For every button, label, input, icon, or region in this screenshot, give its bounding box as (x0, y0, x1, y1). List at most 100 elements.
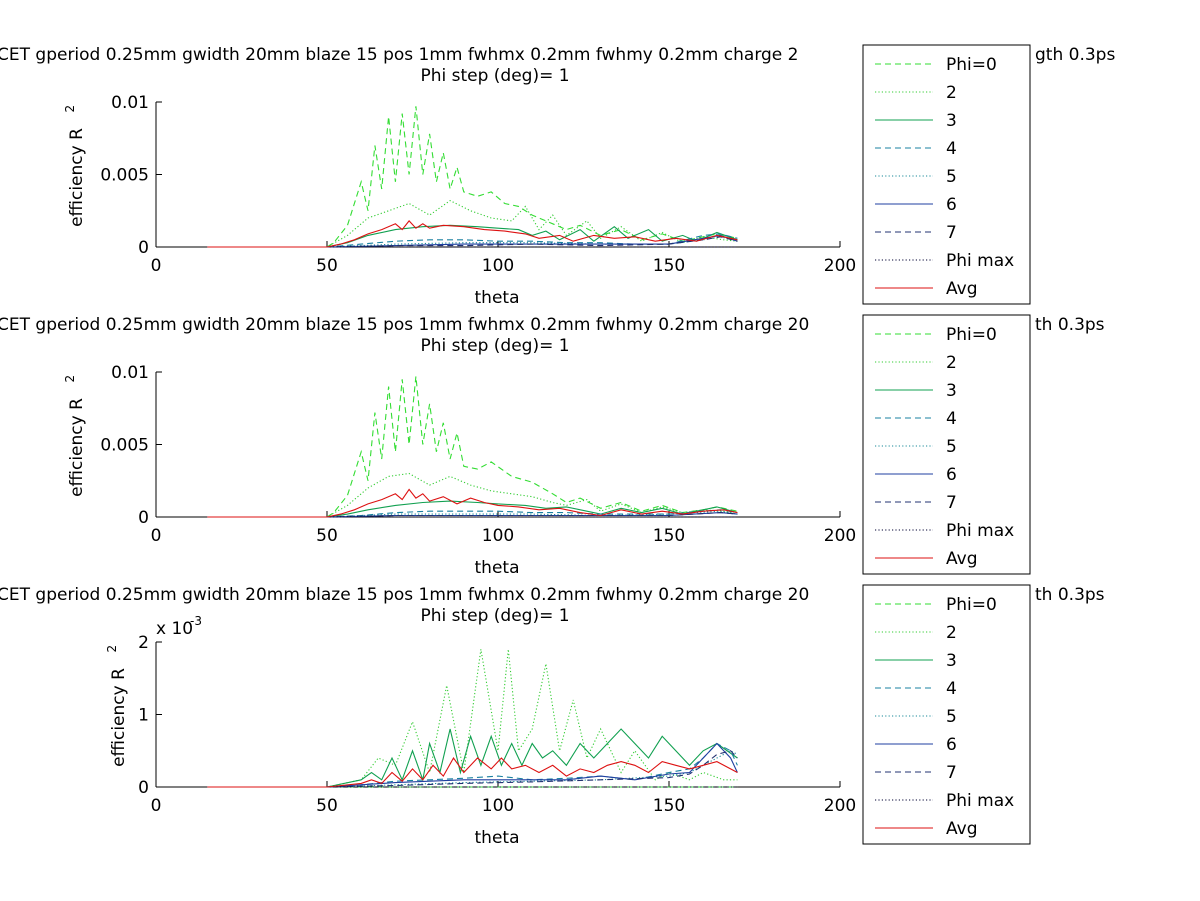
subplot-2: 0 50 100 150 200 0 0.005 0.01 theta efficiency R 2… (0, 314, 1105, 578)
legend-entry: 4 (946, 409, 957, 429)
legend-entry: Avg (946, 279, 978, 299)
legend-entry: 7 (946, 223, 957, 243)
series-line-avg (207, 756, 738, 788)
y-tick-label: 0.01 (111, 93, 149, 113)
series-line-6 (207, 742, 738, 788)
legend-entry: 6 (946, 735, 957, 755)
series-line-7 (207, 236, 738, 248)
legend-entry: 4 (946, 679, 957, 699)
y-tick-label: 0.005 (100, 166, 149, 186)
plot-subtitle: Phi step (deg)= 1 (420, 66, 569, 86)
series-line-5 (207, 236, 738, 248)
x-tick-label: 150 (653, 526, 685, 546)
y-tick-label: 0 (138, 508, 149, 528)
plot-title-tail: th 0.3ps (1035, 585, 1105, 605)
plot-subtitle: Phi step (deg)= 1 (420, 606, 569, 626)
series-line-7 (207, 750, 738, 788)
x-tick-label: 0 (151, 526, 162, 546)
series-line-3 (207, 728, 738, 788)
series-line-avg (207, 220, 738, 248)
legend: Phi=0 2 3 4 5 6 7 Phi max Avg (862, 44, 1031, 305)
series-line-2 (207, 649, 738, 788)
y-tick-label: 0.01 (111, 363, 149, 383)
legend-box (862, 584, 1031, 845)
y-axis-label-sup: 2 (105, 645, 119, 653)
y-tick-label: 0 (138, 778, 149, 798)
series-group (207, 649, 738, 788)
series-line-4 (207, 509, 738, 518)
x-tick-label: 50 (316, 526, 338, 546)
legend-entry: 3 (946, 111, 957, 131)
legend: Phi=0 2 3 4 5 6 7 Phi max Avg (862, 584, 1031, 845)
y-axis-label: efficiency R (67, 128, 87, 227)
legend-entry: 4 (946, 139, 957, 159)
legend-entry: 5 (946, 707, 957, 727)
x-tick-label: 50 (316, 256, 338, 276)
plot-title: CET gperiod 0.25mm gwidth 20mm blaze 15 … (0, 585, 809, 605)
y-tick-label: 0 (138, 238, 149, 258)
legend-entry: Avg (946, 819, 978, 839)
legend-entry: Avg (946, 549, 978, 569)
legend-box (862, 44, 1031, 305)
y-axis-label-group: efficiency R 2 (63, 105, 87, 227)
x-tick-label: 100 (482, 526, 514, 546)
x-tick-label: 200 (824, 256, 856, 276)
x-tick-label: 150 (653, 796, 685, 816)
series-line-phi-0 (207, 106, 738, 248)
series-line-2 (207, 472, 738, 518)
legend-entry: 3 (946, 651, 957, 671)
plot-title: CET gperiod 0.25mm gwidth 20mm blaze 15 … (0, 315, 809, 335)
series-group (207, 106, 738, 248)
legend-entry: Phi max (946, 521, 1014, 541)
legend-entry: Phi=0 (946, 595, 997, 615)
x-tick-label: 0 (151, 796, 162, 816)
x-tick-label: 200 (824, 526, 856, 546)
legend-entry: Phi max (946, 251, 1014, 271)
y-axis-label-group: efficiency R 2 (63, 375, 87, 497)
x-axis-label: theta (475, 828, 520, 848)
plot-title: CET gperiod 0.25mm gwidth 20mm blaze 15 … (0, 45, 798, 65)
x-axis-label: theta (475, 288, 520, 308)
y-exponent-sup: -3 (190, 614, 202, 628)
plot-subtitle: Phi step (deg)= 1 (420, 336, 569, 356)
x-tick-label: 50 (316, 796, 338, 816)
y-tick-label: 1 (138, 706, 149, 726)
plot-title-tail: gth 0.3ps (1035, 45, 1115, 65)
x-tick-label: 100 (482, 796, 514, 816)
legend-entry: 7 (946, 493, 957, 513)
y-axis-label-sup: 2 (63, 105, 77, 113)
series-line-7 (207, 512, 738, 518)
y-axis-label-group: efficiency R 2 (105, 645, 129, 767)
legend-entry: Phi max (946, 791, 1014, 811)
x-tick-label: 150 (653, 256, 685, 276)
y-axis-label-sup: 2 (63, 375, 77, 383)
y-tick-label: 0.005 (100, 436, 149, 456)
y-axis-label: efficiency R (67, 398, 87, 497)
x-tick-label: 200 (824, 796, 856, 816)
legend-entry: 6 (946, 195, 957, 215)
series-group (207, 376, 738, 518)
plot-title-tail: th 0.3ps (1035, 315, 1105, 335)
legend: Phi=0 2 3 4 5 6 7 Phi max Avg (862, 314, 1031, 575)
legend-entry: 5 (946, 437, 957, 457)
series-line-phi-0 (207, 376, 738, 518)
x-tick-label: 0 (151, 256, 162, 276)
series-line-4 (207, 233, 738, 248)
series-line-2 (207, 199, 738, 248)
legend-entry: 5 (946, 167, 957, 187)
y-axis-label: efficiency R (109, 668, 129, 767)
y-tick-label: 2 (138, 633, 149, 653)
x-axis-label: theta (475, 558, 520, 578)
y-exponent-label: x 10 (156, 619, 193, 639)
series-line-5 (207, 750, 738, 788)
legend-entry: 6 (946, 465, 957, 485)
x-tick-label: 100 (482, 256, 514, 276)
legend-entry: 2 (946, 623, 957, 643)
legend-box (862, 314, 1031, 575)
legend-entry: 2 (946, 83, 957, 103)
legend-entry: Phi=0 (946, 325, 997, 345)
subplot-1: 0 50 100 150 200 0 0.005 0.01 theta efficiency R 2… (0, 44, 1115, 308)
legend-entry: Phi=0 (946, 55, 997, 75)
subplot-3: 0 50 100 150 200 0 1 2 x 10-3 theta efficiency R 2 C… (0, 584, 1105, 848)
legend-entry: 3 (946, 381, 957, 401)
